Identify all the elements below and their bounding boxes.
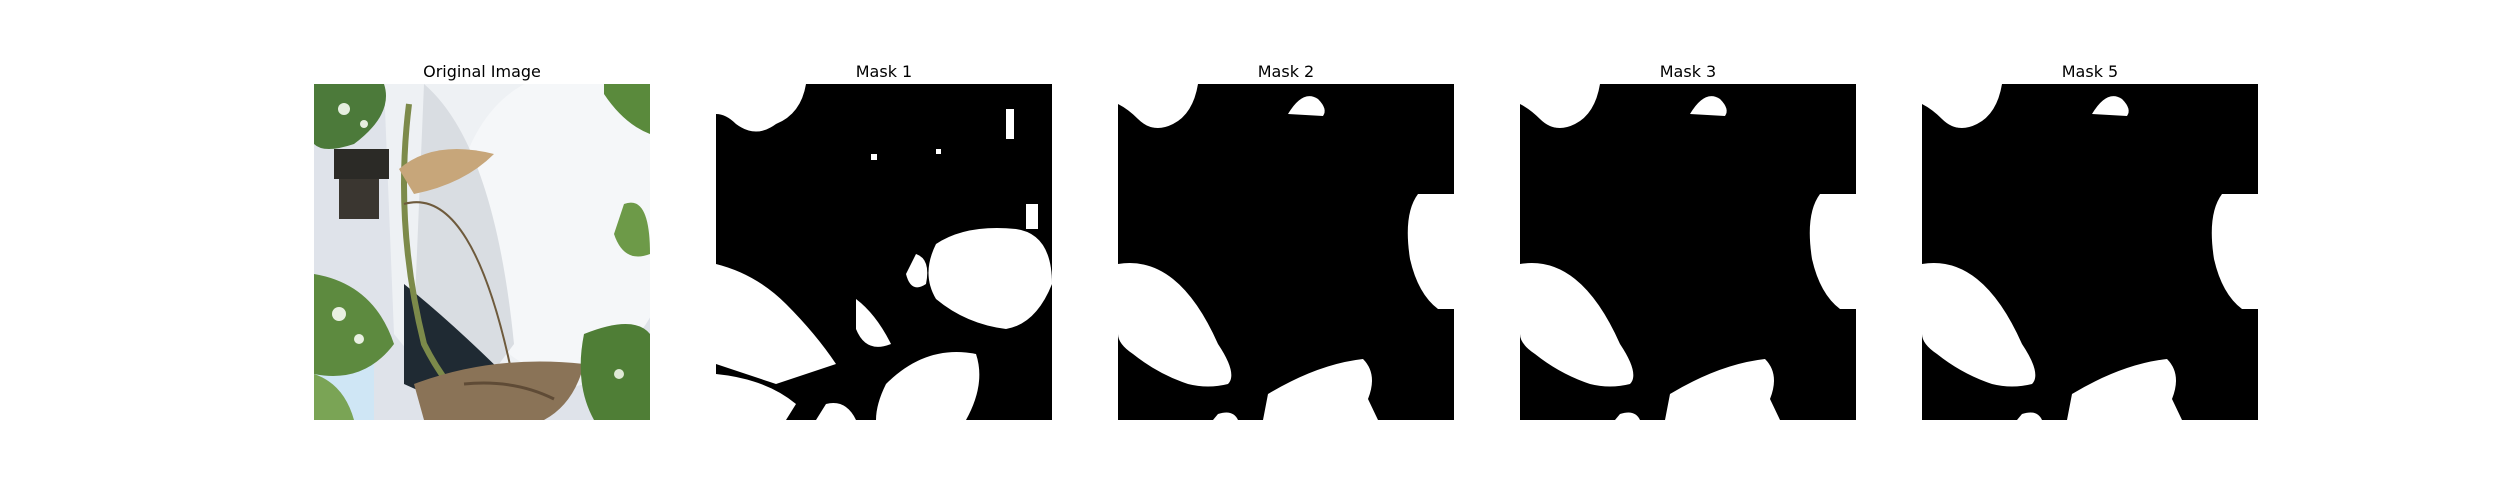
original-image-panel: Original Image	[314, 60, 650, 420]
panel-title: Mask 5	[2061, 62, 2119, 81]
mask-3-image	[1520, 84, 1856, 420]
mask-5-panel: Mask 5	[1922, 60, 2258, 420]
mask-2-panel: Mask 2	[1118, 60, 1454, 420]
mask-5-image	[1922, 84, 2258, 420]
mask-2-image	[1118, 84, 1454, 420]
mask-1-image	[716, 84, 1052, 420]
mask-1-panel: Mask 1	[716, 60, 1052, 420]
panel-title: Original Image	[423, 62, 541, 81]
panel-title: Mask 1	[855, 62, 913, 81]
original-image	[314, 84, 650, 420]
panel-title: Mask 3	[1659, 62, 1717, 81]
mask-3-panel: Mask 3	[1520, 60, 1856, 420]
panel-title: Mask 2	[1257, 62, 1315, 81]
